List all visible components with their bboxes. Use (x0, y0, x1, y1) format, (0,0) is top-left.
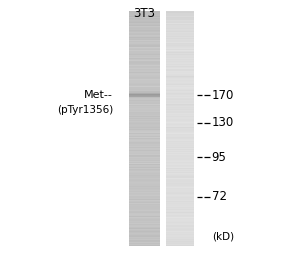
Text: 72: 72 (212, 190, 227, 203)
Text: 130: 130 (212, 116, 234, 129)
Text: 3T3: 3T3 (133, 7, 155, 20)
Text: 170: 170 (212, 88, 234, 102)
Text: 95: 95 (212, 150, 227, 164)
Text: Met--: Met-- (84, 90, 113, 100)
Text: (kD): (kD) (212, 231, 234, 241)
Text: (pTyr1356): (pTyr1356) (57, 105, 113, 115)
